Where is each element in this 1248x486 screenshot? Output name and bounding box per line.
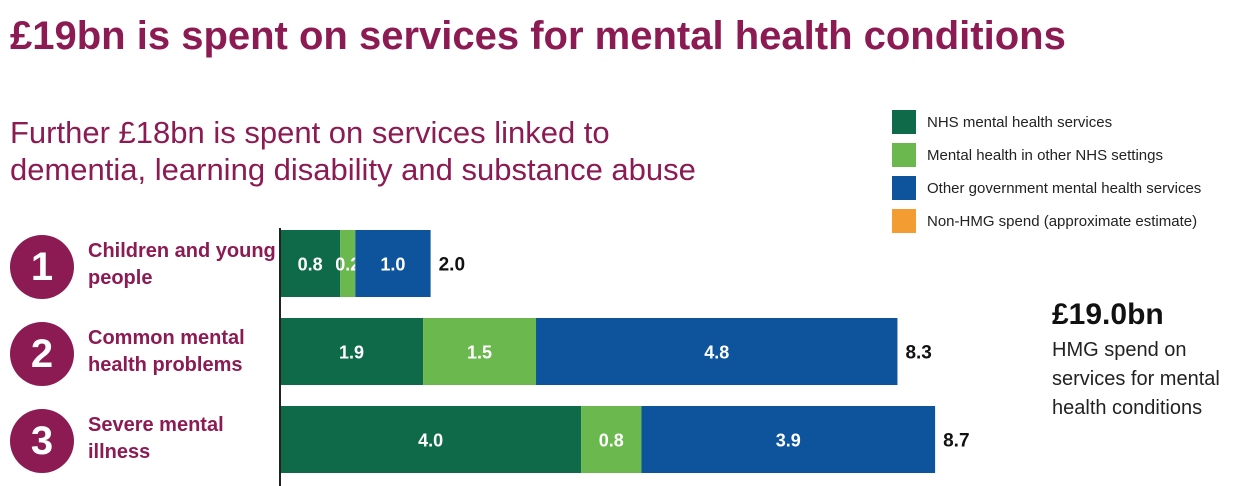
subtitle-line: Further £18bn is spent on services linke… — [10, 115, 610, 150]
segment-label: 0.8 — [599, 431, 624, 451]
bar-segment — [423, 318, 537, 385]
callout-amount: £19.0bn — [1052, 298, 1164, 331]
bar-segment — [641, 406, 936, 473]
legend-label: Other government mental health services — [927, 180, 1202, 197]
legend-swatch — [892, 143, 916, 167]
segment-label: 4.0 — [418, 431, 443, 451]
category-label: Severe mental illness — [88, 414, 224, 463]
segment-label: 1.9 — [339, 343, 364, 363]
bar-segment — [355, 230, 431, 297]
total-label: 8.3 — [905, 343, 931, 364]
bar-segment — [581, 406, 642, 473]
row-number-badge: 1 — [10, 235, 74, 299]
bar-segment — [280, 318, 424, 385]
category-label: Common mental health problems — [88, 327, 245, 376]
legend-swatch — [892, 176, 916, 200]
legend-swatch — [892, 209, 916, 233]
segment-label: 0.2 — [335, 255, 360, 275]
segment-label: 3.9 — [776, 431, 801, 451]
total-label: 8.7 — [943, 431, 969, 452]
row-number-badge: 3 — [10, 409, 74, 473]
segment-label: 4.8 — [704, 343, 729, 363]
bar-segment — [280, 230, 341, 297]
total-callout: £19.0bn HMG spend on services for mental… — [1052, 298, 1242, 423]
legend-label: Mental health in other NHS settings — [927, 147, 1163, 164]
subtitle: Further £18bn is spent on services linke… — [10, 114, 770, 188]
row-number-badge: 2 — [10, 322, 74, 386]
category-label: Children and young people — [88, 240, 276, 289]
bar-segment — [280, 406, 582, 473]
subtitle-line: dementia, learning disability and substa… — [10, 152, 696, 187]
legend-label: Non-HMG spend (approximate estimate) — [927, 213, 1198, 230]
segment-label: 0.8 — [298, 255, 323, 275]
bar-segment — [340, 230, 356, 297]
total-label: 2.0 — [439, 255, 465, 276]
legend-label: NHS mental health services — [927, 114, 1113, 131]
page-title: £19bn is spent on services for mental he… — [10, 14, 1066, 58]
segment-label: 1.5 — [467, 343, 492, 363]
segment-label: 1.0 — [380, 255, 405, 275]
callout-description: HMG spend on services for mental health … — [1052, 339, 1220, 419]
legend-swatch — [892, 110, 916, 134]
bar-segment — [536, 318, 898, 385]
